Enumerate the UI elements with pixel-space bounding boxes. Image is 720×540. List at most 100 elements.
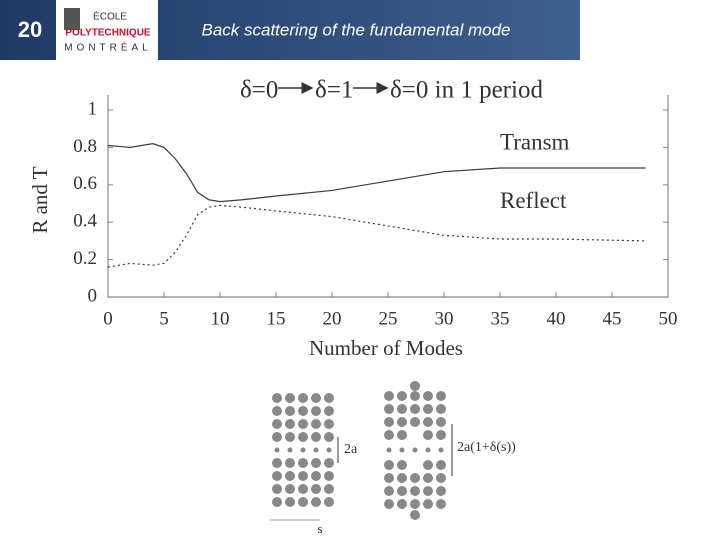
lattice-hole <box>410 510 420 520</box>
y-tick-label: 0.6 <box>73 173 97 194</box>
lattice-hole <box>324 432 334 442</box>
lattice-hole <box>285 471 295 481</box>
lattice-hole <box>311 419 321 429</box>
x-tick-label: 20 <box>323 308 342 329</box>
lattice-hole <box>384 460 394 470</box>
lattice-hole <box>397 391 407 401</box>
lattice-hole <box>384 391 394 401</box>
lattice-hole <box>397 486 407 496</box>
lattice-hole <box>436 486 446 496</box>
lattice-hole <box>423 430 433 440</box>
lattice-hole <box>384 430 394 440</box>
lattice-hole <box>384 404 394 414</box>
lattice-hole <box>438 447 444 453</box>
y-tick-label: 1 <box>88 98 98 119</box>
lattice-hole <box>397 417 407 427</box>
lattice-hole <box>410 486 420 496</box>
heading-part: δ=1 <box>315 77 353 104</box>
lattice-hole <box>436 430 446 440</box>
lattice-hole <box>298 419 308 429</box>
lattice-hole <box>324 484 334 494</box>
x-tick-label: 25 <box>379 308 398 329</box>
lattice-hole <box>412 447 418 453</box>
lattice-hole <box>272 471 282 481</box>
lattice-hole <box>324 471 334 481</box>
y-axis-label: R and T <box>28 166 52 233</box>
lattice-hole <box>384 486 394 496</box>
lattice-hole <box>311 432 321 442</box>
lattice-hole <box>272 419 282 429</box>
lattice-hole <box>285 497 295 507</box>
x-tick-label: 50 <box>659 308 678 329</box>
lattice-hole <box>397 473 407 483</box>
lattice-hole <box>397 430 407 440</box>
x-tick-label: 5 <box>159 308 169 329</box>
lattice-hole <box>311 471 321 481</box>
lattice-hole <box>272 484 282 494</box>
lattice-hole <box>397 499 407 509</box>
dimension-label: 2a(1+δ(s)) <box>457 440 516 455</box>
lattice-hole <box>423 460 433 470</box>
series-label: Transm <box>500 129 570 154</box>
lattice-hole <box>285 458 295 468</box>
lattice-hole <box>324 406 334 416</box>
y-tick-label: 0.2 <box>73 248 97 269</box>
lattice-hole <box>436 460 446 470</box>
lattice-hole <box>298 393 308 403</box>
x-tick-label: 45 <box>603 308 622 329</box>
lattice-hole <box>410 417 420 427</box>
lattice-hole <box>285 484 295 494</box>
lattice-hole <box>311 484 321 494</box>
lattice-hole <box>324 393 334 403</box>
lattice-hole <box>384 499 394 509</box>
heading-part: δ=0 <box>240 77 278 104</box>
lattice-hole <box>298 497 308 507</box>
lattice-hole <box>384 417 394 427</box>
lattice-hole <box>272 406 282 416</box>
series-line <box>107 204 646 268</box>
lattice-hole <box>410 381 420 391</box>
logo-line: ÉCOLE <box>93 10 127 23</box>
plot-frame <box>107 95 669 298</box>
lattice-hole <box>436 417 446 427</box>
heading-part: δ=0 in 1 period <box>390 77 543 104</box>
lattice-hole <box>285 419 295 429</box>
y-tick-label: 0.4 <box>73 211 97 232</box>
y-tick-label: 0.8 <box>73 136 97 157</box>
lattice-hole <box>324 419 334 429</box>
logo-line: POLYTECHNIQUE <box>65 28 151 39</box>
lattice-hole <box>384 473 394 483</box>
lattice-hole <box>425 447 431 453</box>
dimension-label: 2a <box>344 442 358 457</box>
lattice-hole <box>436 404 446 414</box>
slide-number: 20 <box>18 17 42 42</box>
axis-label: s <box>317 521 322 536</box>
lattice-hole <box>272 497 282 507</box>
lattice-hole <box>423 473 433 483</box>
lattice-hole <box>436 391 446 401</box>
lattice-hole <box>423 486 433 496</box>
lattice-hole <box>311 497 321 507</box>
lattice-hole <box>274 447 280 453</box>
series-label: Reflect <box>500 188 567 213</box>
lattice-hole <box>313 447 319 453</box>
lattice-hole <box>272 458 282 468</box>
lattice-hole <box>285 432 295 442</box>
x-tick-label: 15 <box>267 308 286 329</box>
lattice-hole <box>298 458 308 468</box>
lattice-hole <box>272 393 282 403</box>
lattice-hole <box>436 499 446 509</box>
lattice-hole <box>410 391 420 401</box>
x-tick-label: 10 <box>211 308 230 329</box>
lattice-hole <box>285 406 295 416</box>
x-tick-label: 0 <box>103 308 113 329</box>
x-tick-label: 40 <box>547 308 566 329</box>
lattice-hole <box>324 458 334 468</box>
x-axis-label: Number of Modes <box>309 336 463 360</box>
lattice-hole <box>436 473 446 483</box>
lattice-hole <box>311 406 321 416</box>
lattice-hole <box>423 499 433 509</box>
logo-line: MONTRÉAL <box>64 41 152 54</box>
lattice-hole <box>326 447 332 453</box>
